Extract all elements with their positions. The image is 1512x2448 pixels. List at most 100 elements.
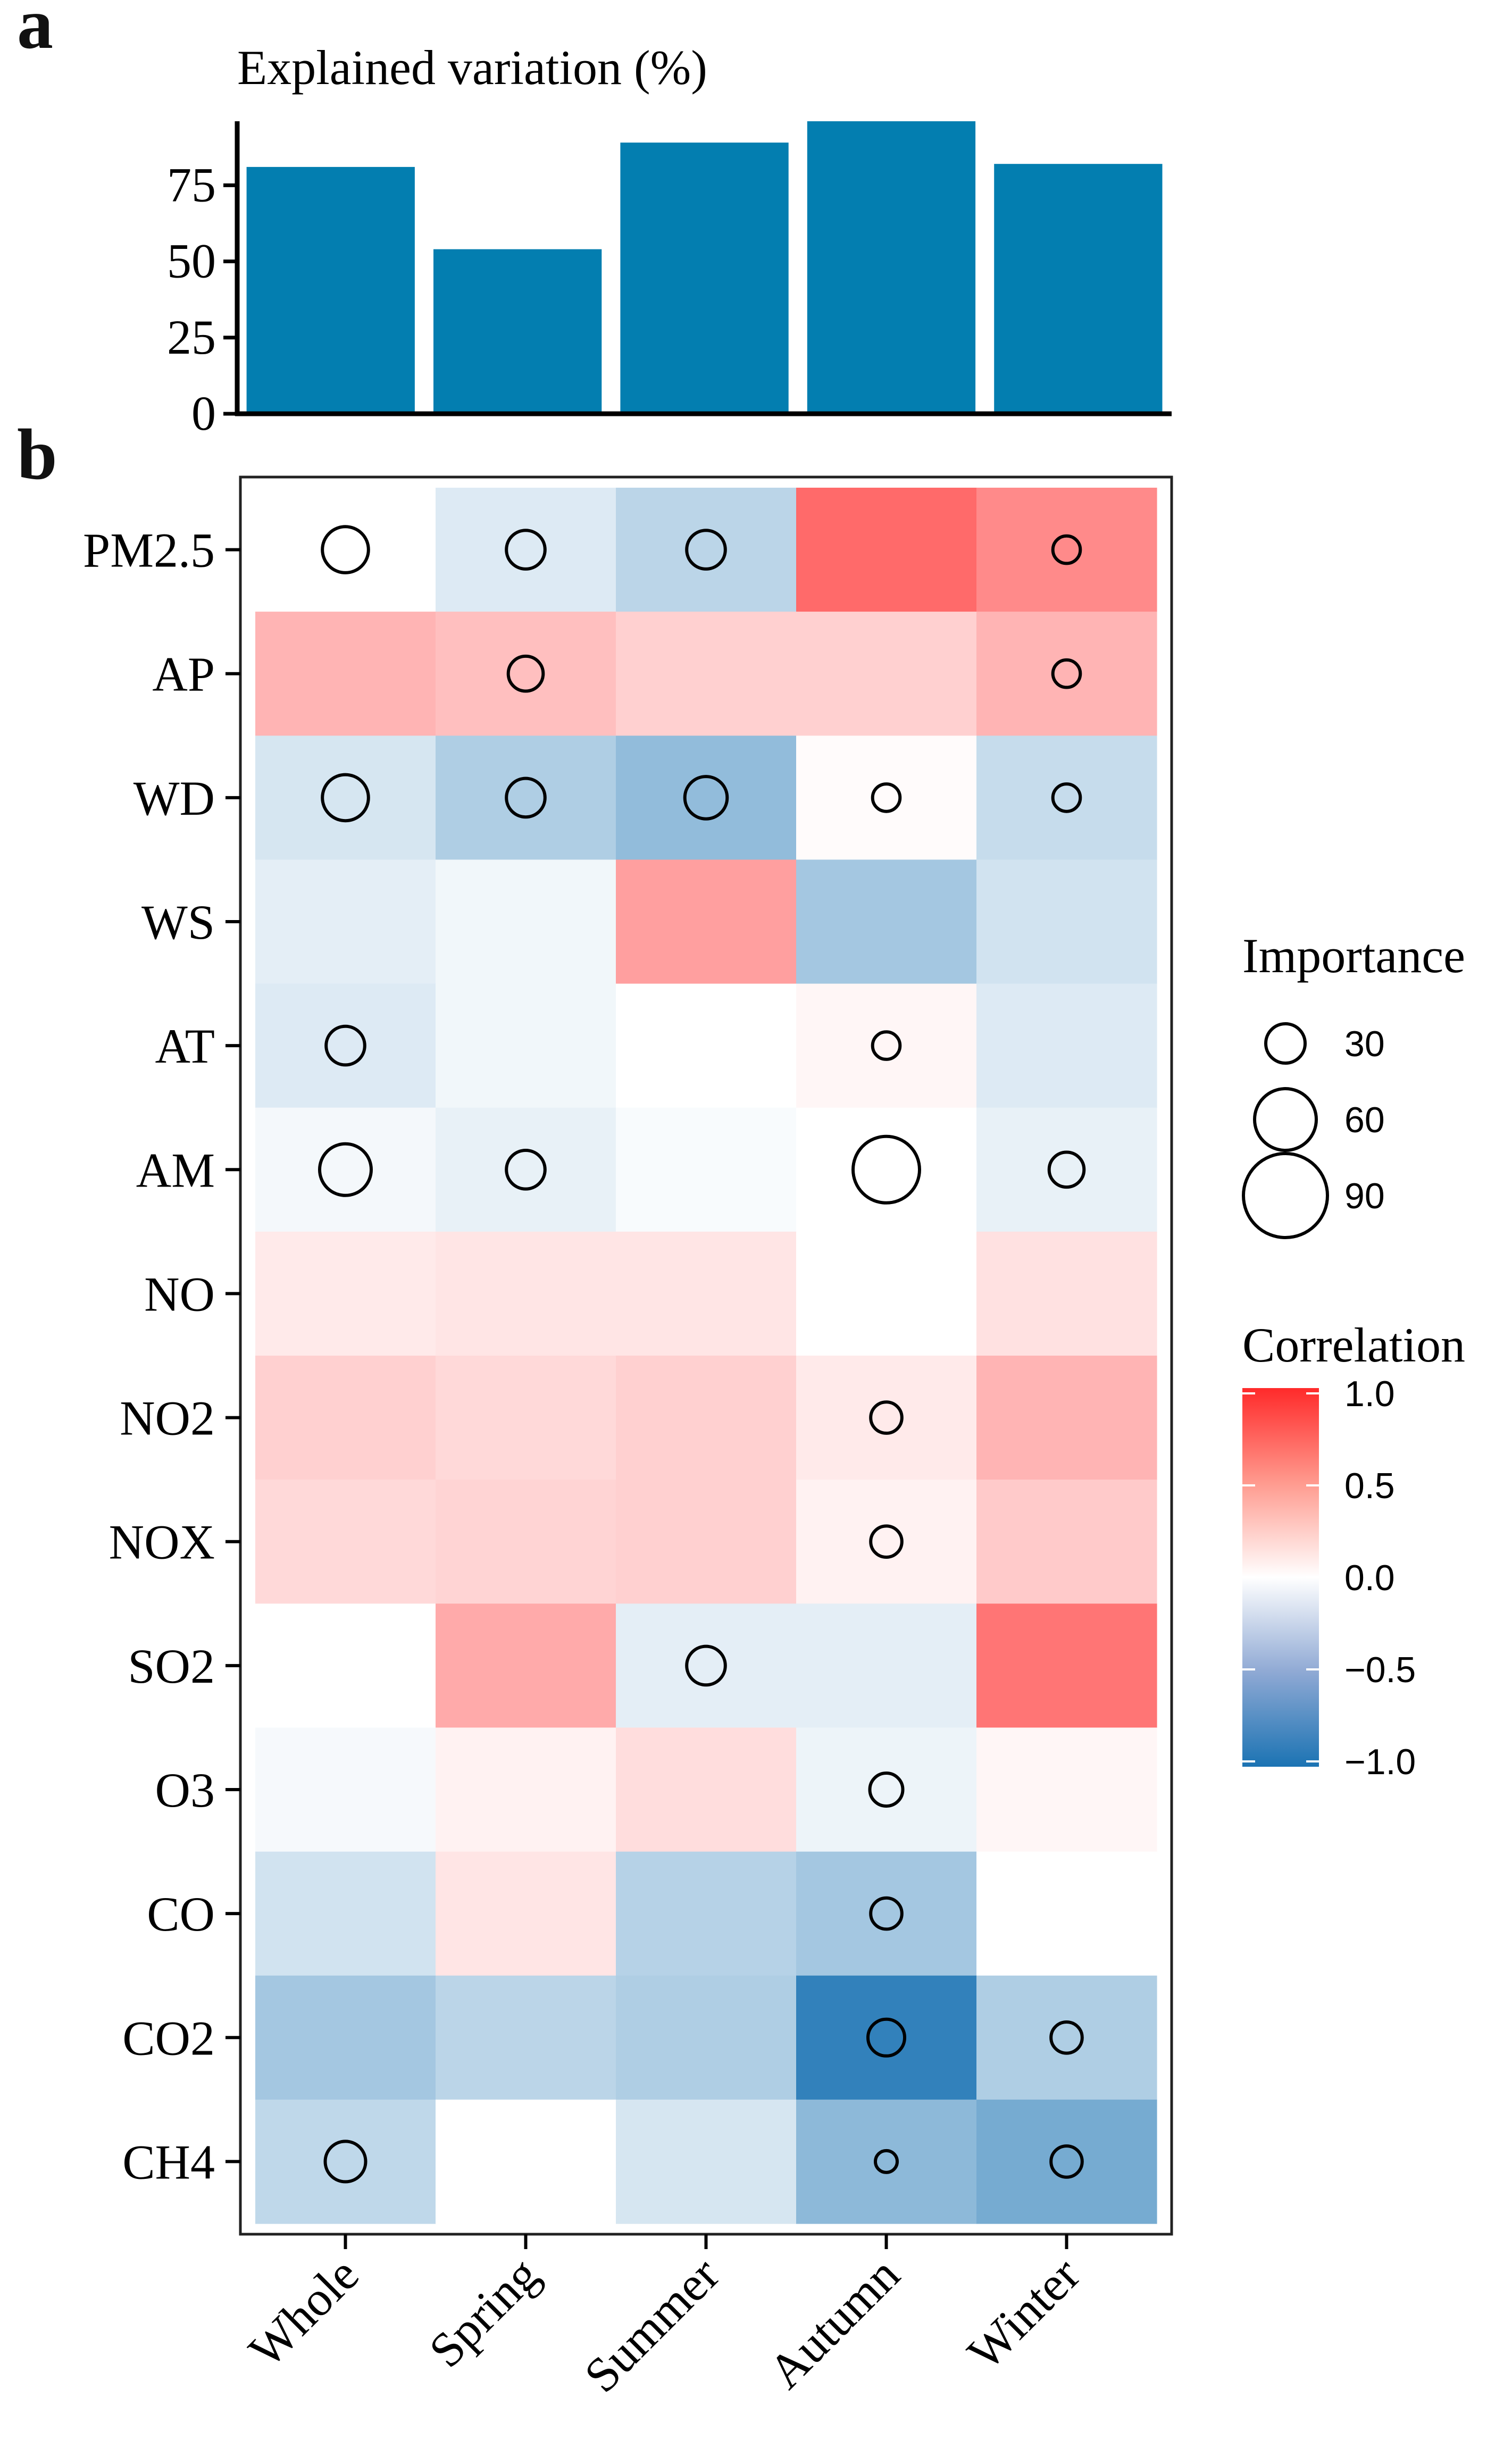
cell-ch4-winter [976, 2099, 1157, 2224]
cell-am-autumn [796, 1107, 977, 1232]
row-label-am: AM [136, 1143, 215, 1197]
cell-o3-summer [616, 1727, 797, 1852]
cell-o3-spring [436, 1727, 616, 1852]
cell-nox-summer [616, 1480, 797, 1604]
row-label-o3: O3 [155, 1763, 215, 1817]
cell-am-whole [255, 1107, 436, 1232]
cell-ap-whole [255, 612, 436, 736]
cell-pm2-5-autumn [796, 488, 977, 612]
bar-summer [620, 143, 789, 414]
cell-so2-summer [616, 1603, 797, 1728]
row-label-co: CO [147, 1887, 215, 1941]
cell-ws-summer [616, 859, 797, 984]
importance-circle-am-spring [505, 1149, 547, 1191]
importance-circle-pm2-5-spring [505, 529, 547, 571]
cell-co-whole [255, 1851, 436, 1976]
cell-pm2-5-whole [255, 488, 436, 612]
importance-circle-wd-winter [1051, 782, 1082, 813]
importance-circle-wd-autumn [871, 782, 902, 813]
bar-marks [246, 121, 1163, 414]
bar-chart: Explained variation (%) 0 25 50 75 [167, 40, 1172, 440]
importance-circle-pm2-5-winter [1051, 534, 1082, 565]
importance-circle-wd-whole [321, 773, 370, 823]
cell-no-winter [976, 1231, 1157, 1356]
cell-am-spring [436, 1107, 616, 1232]
bar-chart-title: Explained variation (%) [237, 40, 707, 95]
importance-circle-am-winter [1047, 1150, 1086, 1189]
correlation-tick-label: 1.0 [1344, 1374, 1395, 1414]
bar-winter [994, 164, 1163, 414]
cell-at-autumn [796, 983, 977, 1108]
cell-pm2-5-summer [616, 488, 797, 612]
cell-ch4-autumn [796, 2099, 977, 2224]
cell-pm2-5-spring [436, 488, 616, 612]
row-label-so2: SO2 [128, 1639, 215, 1693]
importance-circle-ap-spring [506, 654, 545, 693]
importance-circle-ch4-autumn [874, 2149, 899, 2174]
cell-ch4-spring [436, 2099, 616, 2224]
row-label-no: NO [144, 1267, 215, 1321]
importance-circle-at-autumn [871, 1030, 902, 1061]
cell-am-winter [976, 1107, 1157, 1232]
cell-am-summer [616, 1107, 797, 1232]
importance-circles [318, 525, 1086, 2184]
cell-at-spring [436, 983, 616, 1108]
cell-co-summer [616, 1851, 797, 1976]
importance-legend-circle-90 [1242, 1152, 1329, 1239]
cell-no2-winter [976, 1356, 1157, 1480]
cell-ap-winter [976, 612, 1157, 736]
cell-at-winter [976, 983, 1157, 1108]
cell-wd-whole [255, 736, 436, 860]
importance-legend-circle-30 [1264, 1022, 1307, 1065]
cell-co-spring [436, 1851, 616, 1976]
cell-so2-whole [255, 1603, 436, 1728]
cell-nox-winter [976, 1480, 1157, 1604]
cell-wd-autumn [796, 736, 977, 860]
bar-y-tick-label: 75 [167, 157, 216, 212]
cell-ap-spring [436, 612, 616, 736]
importance-legend: Importance 30 60 90 [1242, 929, 1465, 1239]
correlation-legend-title: Correlation [1242, 1318, 1465, 1372]
cell-co2-winter [976, 1975, 1157, 2100]
panel-label-b: b [17, 415, 57, 495]
cell-at-whole [255, 983, 436, 1108]
cell-no2-autumn [796, 1356, 977, 1480]
cell-nox-spring [436, 1480, 616, 1604]
cell-no2-spring [436, 1356, 616, 1480]
row-label-wd: WD [133, 771, 215, 825]
cell-ch4-whole [255, 2099, 436, 2224]
cell-wd-summer [616, 736, 797, 860]
importance-legend-items: 30 60 90 [1242, 1022, 1385, 1239]
cell-co-autumn [796, 1851, 977, 1976]
cell-ch4-summer [616, 2099, 797, 2224]
importance-circle-pm2-5-summer [685, 529, 727, 571]
row-label-co2: CO2 [122, 2011, 215, 2065]
cell-ws-autumn [796, 859, 977, 984]
importance-circle-co2-autumn [866, 2017, 906, 2058]
cell-wd-spring [436, 736, 616, 860]
importance-legend-label-30: 30 [1344, 1024, 1385, 1064]
bar-y-tick-label: 0 [191, 386, 216, 440]
correlation-tick-label: −0.5 [1344, 1650, 1416, 1690]
importance-circle-at-whole [324, 1024, 366, 1067]
importance-legend-circle-60 [1253, 1087, 1318, 1152]
cell-so2-spring [436, 1603, 616, 1728]
cell-so2-winter [976, 1603, 1157, 1728]
cell-nox-whole [255, 1480, 436, 1604]
importance-legend-label-60: 60 [1344, 1100, 1385, 1140]
importance-circle-so2-summer [685, 1644, 727, 1687]
row-label-ap: AP [152, 647, 215, 701]
row-label-ch4: CH4 [122, 2135, 215, 2189]
row-label-nox: NOX [109, 1515, 215, 1569]
importance-circle-ch4-whole [323, 2140, 367, 2184]
cell-no-spring [436, 1231, 616, 1356]
bar-y-tick-label: 50 [167, 234, 216, 288]
cell-at-summer [616, 983, 797, 1108]
cell-no-whole [255, 1231, 436, 1356]
importance-circle-wd-summer [683, 775, 729, 821]
cell-pm2-5-winter [976, 488, 1157, 612]
cell-co2-autumn [796, 1975, 977, 2100]
row-label-pm2-5: PM2.5 [83, 523, 215, 578]
cell-no-autumn [796, 1231, 977, 1356]
